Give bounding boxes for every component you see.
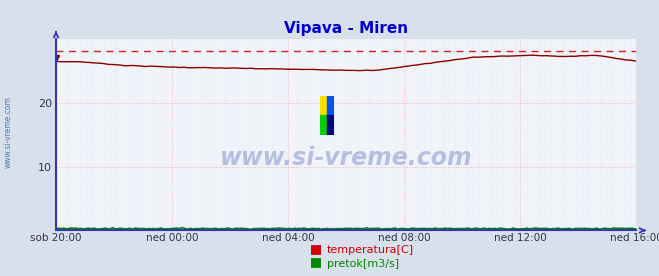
Polygon shape [327,96,334,115]
Text: www.si-vreme.com: www.si-vreme.com [219,145,473,169]
Legend: temperatura[C], pretok[m3/s]: temperatura[C], pretok[m3/s] [306,241,418,273]
Polygon shape [320,96,327,115]
Polygon shape [327,115,334,135]
Polygon shape [320,115,327,135]
Polygon shape [327,96,334,115]
Polygon shape [320,115,327,135]
Text: www.si-vreme.com: www.si-vreme.com [4,97,13,168]
Title: Vipava - Miren: Vipava - Miren [284,21,408,36]
Polygon shape [327,115,334,135]
Polygon shape [320,96,327,115]
